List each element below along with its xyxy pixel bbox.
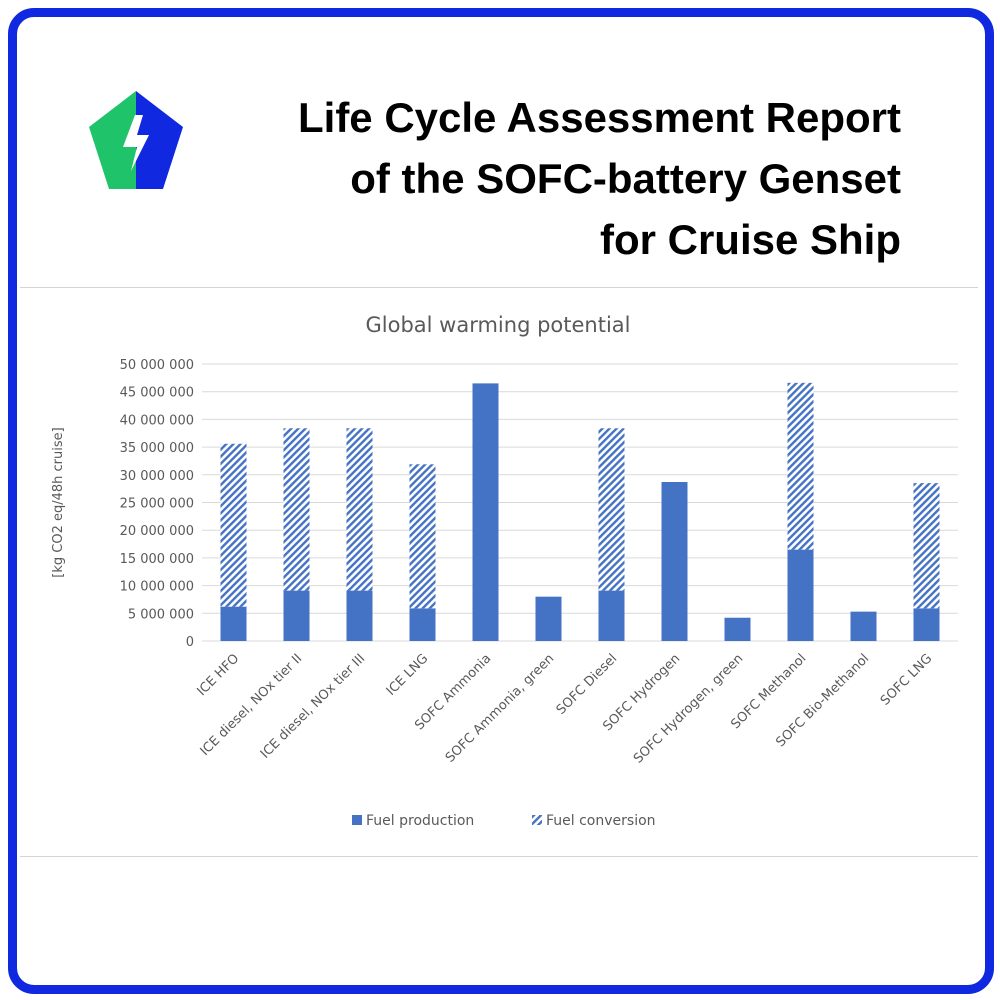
legend: Fuel production Fuel conversion bbox=[352, 813, 656, 829]
y-tick-label: 0 bbox=[186, 635, 194, 650]
bar-fuel-conversion bbox=[283, 428, 310, 591]
bar-fuel-production bbox=[220, 606, 247, 641]
x-tick-label: ICE diesel, NOx tier II bbox=[198, 651, 306, 759]
y-axis-ticks: 0 5 000 000 10 000 000 15 000 000 20 000 000… bbox=[120, 358, 194, 650]
y-tick-label: 35 000 000 bbox=[120, 441, 194, 456]
bar-fuel-conversion bbox=[787, 382, 814, 550]
y-tick-label: 45 000 000 bbox=[120, 386, 194, 401]
bar-fuel-conversion bbox=[913, 483, 940, 609]
bar-fuel-production bbox=[598, 590, 625, 641]
y-tick-label: 20 000 000 bbox=[120, 524, 194, 539]
logo-left-half bbox=[89, 91, 136, 189]
y-tick-label: 10 000 000 bbox=[120, 580, 194, 595]
legend-label-fuel-conversion: Fuel conversion bbox=[546, 813, 656, 829]
logo-icon bbox=[89, 91, 183, 189]
bar-fuel-production bbox=[850, 611, 877, 641]
bar-fuel-production bbox=[724, 617, 751, 641]
legend-swatch-fuel-production bbox=[352, 815, 362, 825]
x-tick-label: SOFC Diesel bbox=[554, 651, 621, 718]
bar-fuel-conversion bbox=[220, 443, 247, 607]
y-tick-label: 5 000 000 bbox=[128, 607, 194, 622]
logo-right-half bbox=[136, 91, 183, 189]
x-tick-label: ICE diesel, NOx tier III bbox=[258, 651, 368, 761]
bar-fuel-production bbox=[283, 590, 310, 641]
bar-fuel-production bbox=[913, 608, 940, 641]
title-line-2: of the SOFC-battery Genset bbox=[350, 155, 901, 202]
x-tick-label: SOFC LNG bbox=[878, 651, 935, 708]
bars bbox=[220, 382, 940, 641]
bar-fuel-conversion bbox=[409, 464, 436, 609]
x-tick-label: SOFC Hydrogen, green bbox=[631, 651, 746, 766]
title-line-1: Life Cycle Assessment Report bbox=[298, 94, 901, 141]
bar-fuel-production bbox=[661, 482, 688, 641]
report-title: Life Cycle Assessment Report of the SOFC… bbox=[141, 87, 901, 270]
bar-fuel-production bbox=[787, 549, 814, 641]
bar-fuel-conversion bbox=[346, 428, 373, 591]
gridlines bbox=[202, 363, 958, 642]
bar-fuel-production bbox=[409, 608, 436, 641]
x-tick-label: SOFC Ammonia, green bbox=[443, 651, 558, 766]
y-axis-label: [kg CO2 eq/48h cruise] bbox=[51, 427, 66, 577]
chart-panel: Global warming potential 0 5 000 000 10 00… bbox=[20, 287, 978, 857]
y-tick-label: 40 000 000 bbox=[120, 413, 194, 428]
y-tick-label: 15 000 000 bbox=[120, 552, 194, 567]
y-tick-label: 25 000 000 bbox=[120, 497, 194, 512]
bar-fuel-production bbox=[472, 383, 499, 641]
global-warming-chart: Global warming potential 0 5 000 000 10 00… bbox=[51, 313, 958, 829]
y-tick-label: 50 000 000 bbox=[120, 358, 194, 373]
x-tick-label: ICE HFO bbox=[194, 651, 242, 699]
legend-swatch-fuel-conversion bbox=[532, 815, 542, 825]
bar-fuel-production bbox=[535, 596, 562, 641]
logo-bolt bbox=[123, 115, 149, 171]
legend-label-fuel-production: Fuel production bbox=[366, 813, 474, 829]
chart-title: Global warming potential bbox=[366, 313, 631, 337]
x-tick-label: ICE LNG bbox=[384, 651, 432, 699]
bar-fuel-production bbox=[346, 590, 373, 641]
y-tick-label: 30 000 000 bbox=[120, 469, 194, 484]
title-line-3: for Cruise Ship bbox=[599, 216, 901, 263]
bar-fuel-conversion bbox=[598, 428, 625, 591]
